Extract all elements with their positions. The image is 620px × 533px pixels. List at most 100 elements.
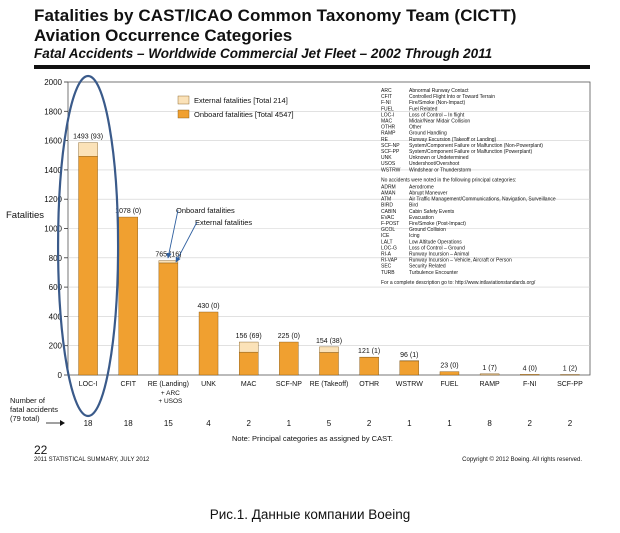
value-label: 23 (0) — [440, 363, 458, 370]
other-category-code: F-POST — [381, 221, 399, 227]
bar-onboard — [158, 262, 179, 376]
other-category-desc: Air Traffic Management/Communications, N… — [409, 197, 556, 203]
other-category-code: LOC-G — [381, 245, 397, 251]
other-categories-heading: No accidents were noted in the following… — [381, 177, 516, 183]
other-category-code: TURB — [381, 270, 395, 276]
value-label: 96 (1) — [400, 352, 418, 359]
other-category-desc: Icing — [409, 233, 420, 239]
other-category-desc: Cabin Safety Events — [409, 209, 455, 215]
bar-onboard — [118, 216, 138, 376]
value-label: 1 (7) — [482, 365, 496, 372]
abbrev-desc: Unknown or Undetermined — [409, 155, 469, 161]
fatal-accident-count: 2 — [246, 419, 251, 428]
more-info-text: For a complete description go to: http:/… — [381, 280, 536, 286]
other-category-code: ICE — [381, 233, 390, 239]
page-number: 22 — [34, 443, 48, 457]
accidents-row-label: Number of — [10, 396, 46, 405]
y-tick-label: 800 — [49, 254, 63, 263]
category-label: RE (Landing) — [148, 381, 189, 388]
footer-right: Copyright © 2012 Boeing. All rights rese… — [462, 457, 582, 463]
other-category-code: BIRD — [381, 203, 393, 209]
y-tick-label: 2000 — [44, 78, 62, 87]
annotation-arrow-onboard — [166, 209, 179, 259]
value-label: 154 (38) — [316, 338, 342, 345]
other-category-desc: Runway Incursion – Vehicle, Aircraft or … — [409, 258, 512, 264]
abbrev-code: ARC — [381, 88, 392, 94]
fatal-accident-count: 2 — [568, 419, 573, 428]
abbrev-code: OTHR — [381, 125, 396, 131]
category-label: RAMP — [479, 381, 500, 388]
highlight-circle — [56, 74, 120, 418]
y-tick-label: 600 — [49, 283, 63, 292]
abbrev-code: LOC-I — [381, 112, 394, 118]
annotation-arrow-external — [175, 221, 198, 263]
legend-label-onboard: Onboard fatalities [Total 4547] — [194, 110, 294, 119]
abbrev-desc: Runway Excursion (Takeoff or Landing) — [409, 137, 497, 143]
fatal-accident-count: 5 — [327, 419, 332, 428]
chart-subtitle-2: Fatal Accidents – Worldwide Commercial J… — [34, 46, 493, 61]
category-label: SCF-NP — [276, 381, 302, 388]
annotation-onboard: Onboard fatalities — [176, 206, 235, 215]
y-tick-label: 1600 — [44, 137, 62, 146]
other-category-code: CABIN — [381, 209, 397, 215]
y-tick-label: 0 — [58, 371, 63, 380]
value-label: 121 (1) — [358, 348, 380, 355]
category-label: LOC-I — [79, 381, 98, 388]
abbrev-code: FUEL — [381, 106, 394, 112]
category-sublabel: + ARC — [161, 390, 180, 397]
abbrev-code: USOS — [381, 161, 396, 167]
legend-swatch-external — [177, 95, 190, 105]
category-label: OTHR — [359, 381, 379, 388]
fatal-accident-count: 2 — [528, 419, 533, 428]
bar-onboard — [520, 374, 540, 376]
abbrev-desc: Undershoot/Overshoot — [409, 161, 460, 167]
y-tick-label: 1200 — [44, 195, 62, 204]
abbrev-code: SCF-PP — [381, 149, 400, 155]
category-sublabel: + USOS — [158, 398, 183, 405]
y-axis-label: Fatalities — [6, 210, 44, 221]
annotation-external: External fatalities — [195, 218, 252, 227]
bar-onboard — [78, 156, 98, 376]
legend-label-external: External fatalities [Total 214] — [194, 96, 288, 105]
bar-onboard — [279, 341, 299, 376]
abbrev-code: MAC — [381, 119, 393, 125]
bar-external — [158, 260, 179, 264]
bar-external — [479, 373, 500, 376]
abbrev-code: WSTRW — [381, 167, 401, 173]
other-category-code: EVAC — [381, 215, 395, 221]
bar-external — [319, 346, 339, 353]
fatal-accident-count: 18 — [84, 419, 93, 428]
chart-title: Fatalities by CAST/ICAO Common Taxonomy … — [34, 6, 517, 25]
value-label: 225 (0) — [278, 333, 300, 340]
chart-note: Note: Principal categories as assigned b… — [232, 434, 393, 443]
other-category-code: SEC — [381, 264, 392, 270]
other-category-desc: Aerodrome — [409, 184, 434, 190]
abbrev-desc: Windshear or Thunderstorm — [409, 167, 471, 173]
other-category-code: GCOL — [381, 227, 395, 233]
other-category-desc: Runway Incursion – Animal — [409, 252, 469, 258]
other-category-desc: Bird — [409, 203, 418, 209]
bar-onboard — [399, 360, 420, 376]
category-label: MAC — [241, 381, 257, 388]
abbrev-desc: Abnormal Runway Contact — [409, 88, 469, 94]
figure-caption: Рис.1. Данные компании Boeing — [209, 507, 411, 522]
abbrev-code: F-NI — [381, 100, 391, 106]
category-label: UNK — [201, 381, 216, 388]
abbrev-desc: Midair/Near Midair Collision — [409, 119, 470, 125]
abbrev-code: SCF-NP — [381, 143, 400, 149]
title-rule — [34, 65, 590, 69]
category-label: FUEL — [441, 381, 459, 388]
abbrev-desc: Controlled Flight Into or Toward Terrain — [409, 94, 495, 100]
category-label: CFIT — [120, 381, 136, 388]
other-category-desc: Turbulence Encounter — [409, 270, 458, 276]
abbrev-code: RE — [381, 137, 389, 143]
other-category-code: AMAN — [381, 191, 396, 197]
bar-onboard — [198, 311, 219, 376]
fatal-accident-count: 1 — [447, 419, 452, 428]
other-category-code: RI-A — [381, 252, 392, 258]
other-category-desc: Fire/Smoke (Post-Impact) — [409, 221, 466, 227]
fatal-accident-count: 15 — [164, 419, 173, 428]
fatal-accident-count: 1 — [287, 419, 292, 428]
y-tick-label: 400 — [49, 312, 63, 321]
